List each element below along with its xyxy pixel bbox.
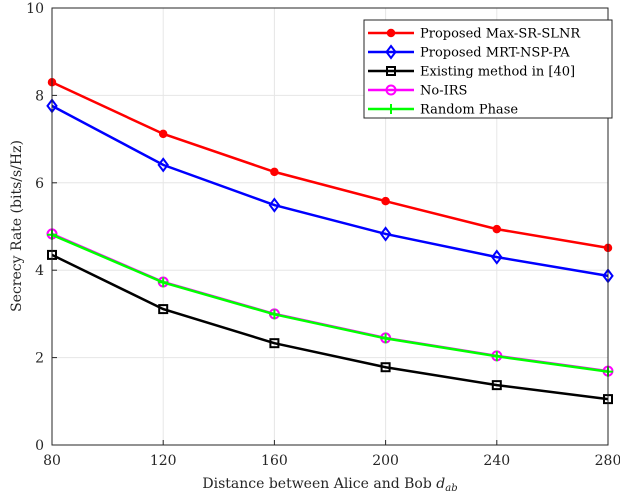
- y-tick-label: 6: [35, 176, 44, 192]
- legend-entry: Random Phase: [368, 103, 518, 118]
- marker-plus: [491, 351, 502, 362]
- legend-entry: No-IRS: [368, 84, 467, 99]
- marker-asterisk: [270, 167, 279, 177]
- x-tick-label: 240: [483, 453, 510, 469]
- marker-square: [380, 362, 391, 373]
- marker-square: [158, 304, 169, 315]
- marker-diamond: [268, 197, 281, 213]
- legend-box: [363, 19, 613, 119]
- series-group: [46, 78, 614, 405]
- marker-diamond: [385, 44, 397, 60]
- x-axis-label: Distance between Alice and Bob dab: [202, 476, 457, 494]
- legend-entry: Proposed MRT-NSP-PA: [368, 44, 570, 61]
- marker-plus: [386, 104, 396, 114]
- legend-label: No-IRS: [420, 84, 467, 99]
- series-line: [51, 104, 609, 278]
- y-axis-label: Secrecy Rate (bits/s/Hz): [9, 140, 25, 312]
- marker-diamond: [157, 157, 169, 173]
- marker-plus: [158, 277, 169, 288]
- x-tick-label: 80: [43, 453, 61, 469]
- marker-square: [386, 66, 396, 76]
- marker-circle: [385, 84, 397, 96]
- marker-diamond: [491, 249, 503, 265]
- legend-label: Random Phase: [420, 103, 518, 118]
- series-line: [51, 253, 609, 401]
- series-random-phase: [47, 229, 613, 377]
- legend: Proposed Max-SR-SLNR Proposed MRT-NSP-PA E…: [363, 19, 613, 119]
- series-proposed-mrt-nsp-pa: [46, 98, 614, 284]
- marker-plus: [269, 309, 280, 320]
- x-tick-label: 160: [261, 453, 288, 469]
- series-line: [51, 81, 609, 250]
- plot-frame: [51, 7, 609, 446]
- x-tick-label: 280: [595, 453, 620, 469]
- legend-entry: Existing method in [40]: [368, 65, 575, 80]
- marker-asterisk: [158, 129, 168, 139]
- series-proposed-max-sr-slnr: [47, 78, 613, 253]
- marker-diamond: [379, 226, 392, 242]
- legend-label: Proposed MRT-NSP-PA: [420, 46, 570, 61]
- y-tick-label: 2: [35, 351, 44, 367]
- series-line: [51, 233, 609, 373]
- legend-entry: Proposed Max-SR-SLNR: [368, 27, 581, 42]
- marker-plus: [380, 333, 391, 344]
- marker-asterisk: [381, 196, 390, 206]
- legend-label: Existing method in [40]: [420, 65, 575, 80]
- ticks: 80 120 160 200 240 280 0 2 4 6 8 10: [26, 1, 620, 469]
- marker-square: [491, 380, 502, 391]
- x-tick-label: 120: [150, 453, 177, 469]
- y-tick-label: 10: [26, 1, 44, 17]
- legend-label: Proposed Max-SR-SLNR: [420, 27, 581, 42]
- y-tick-label: 0: [35, 438, 44, 454]
- marker-square: [269, 338, 280, 349]
- y-tick-label: 4: [35, 263, 44, 279]
- x-tick-label: 200: [372, 453, 399, 469]
- marker-asterisk: [492, 224, 502, 234]
- marker-asterisk: [386, 28, 396, 38]
- y-tick-label: 8: [35, 88, 44, 104]
